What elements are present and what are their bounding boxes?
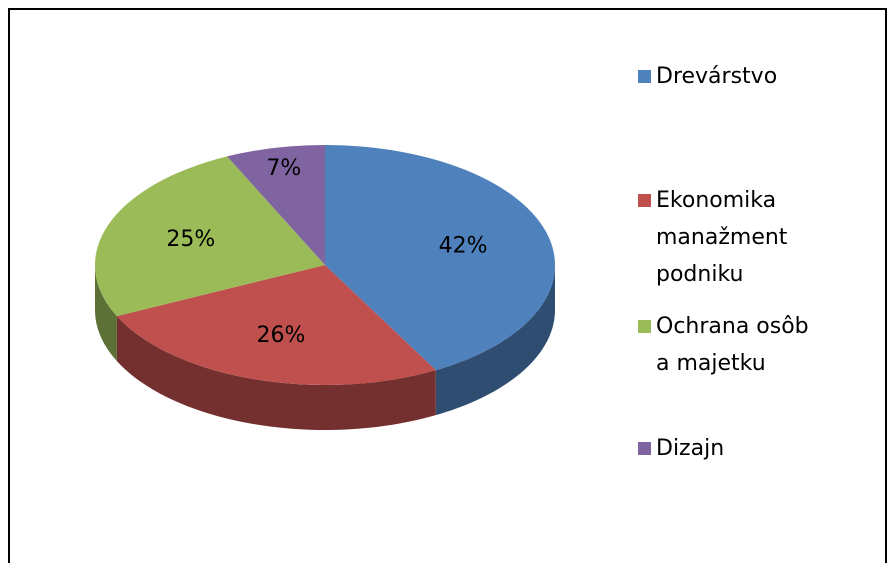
data-label: 25% [166, 227, 215, 252]
legend-swatch [638, 70, 651, 83]
legend-swatch [638, 320, 651, 333]
slice-side [435, 265, 555, 416]
legend-item: Drevárstvo [638, 58, 828, 95]
slice [325, 145, 555, 371]
legend-label: Drevárstvo [656, 64, 778, 89]
slice [116, 265, 436, 386]
chart-frame [8, 8, 887, 563]
legend-item: Dizajn [638, 430, 828, 467]
legend-item: Ekonomika manažment podniku [638, 182, 828, 293]
slice-side [95, 265, 117, 362]
legend-item: Ochrana osôb a majetku [638, 308, 828, 382]
slice [95, 156, 325, 317]
data-label: 7% [266, 156, 301, 181]
data-label: 42% [439, 233, 488, 258]
legend-label: Dizajn [656, 436, 725, 461]
slice-side [116, 316, 436, 430]
legend-label: Ekonomika manažment podniku [656, 188, 788, 287]
data-label: 26% [256, 323, 305, 348]
slice [227, 145, 325, 265]
legend-swatch [638, 194, 651, 207]
legend-swatch [638, 442, 651, 455]
legend-label: Ochrana osôb a majetku [656, 314, 809, 376]
